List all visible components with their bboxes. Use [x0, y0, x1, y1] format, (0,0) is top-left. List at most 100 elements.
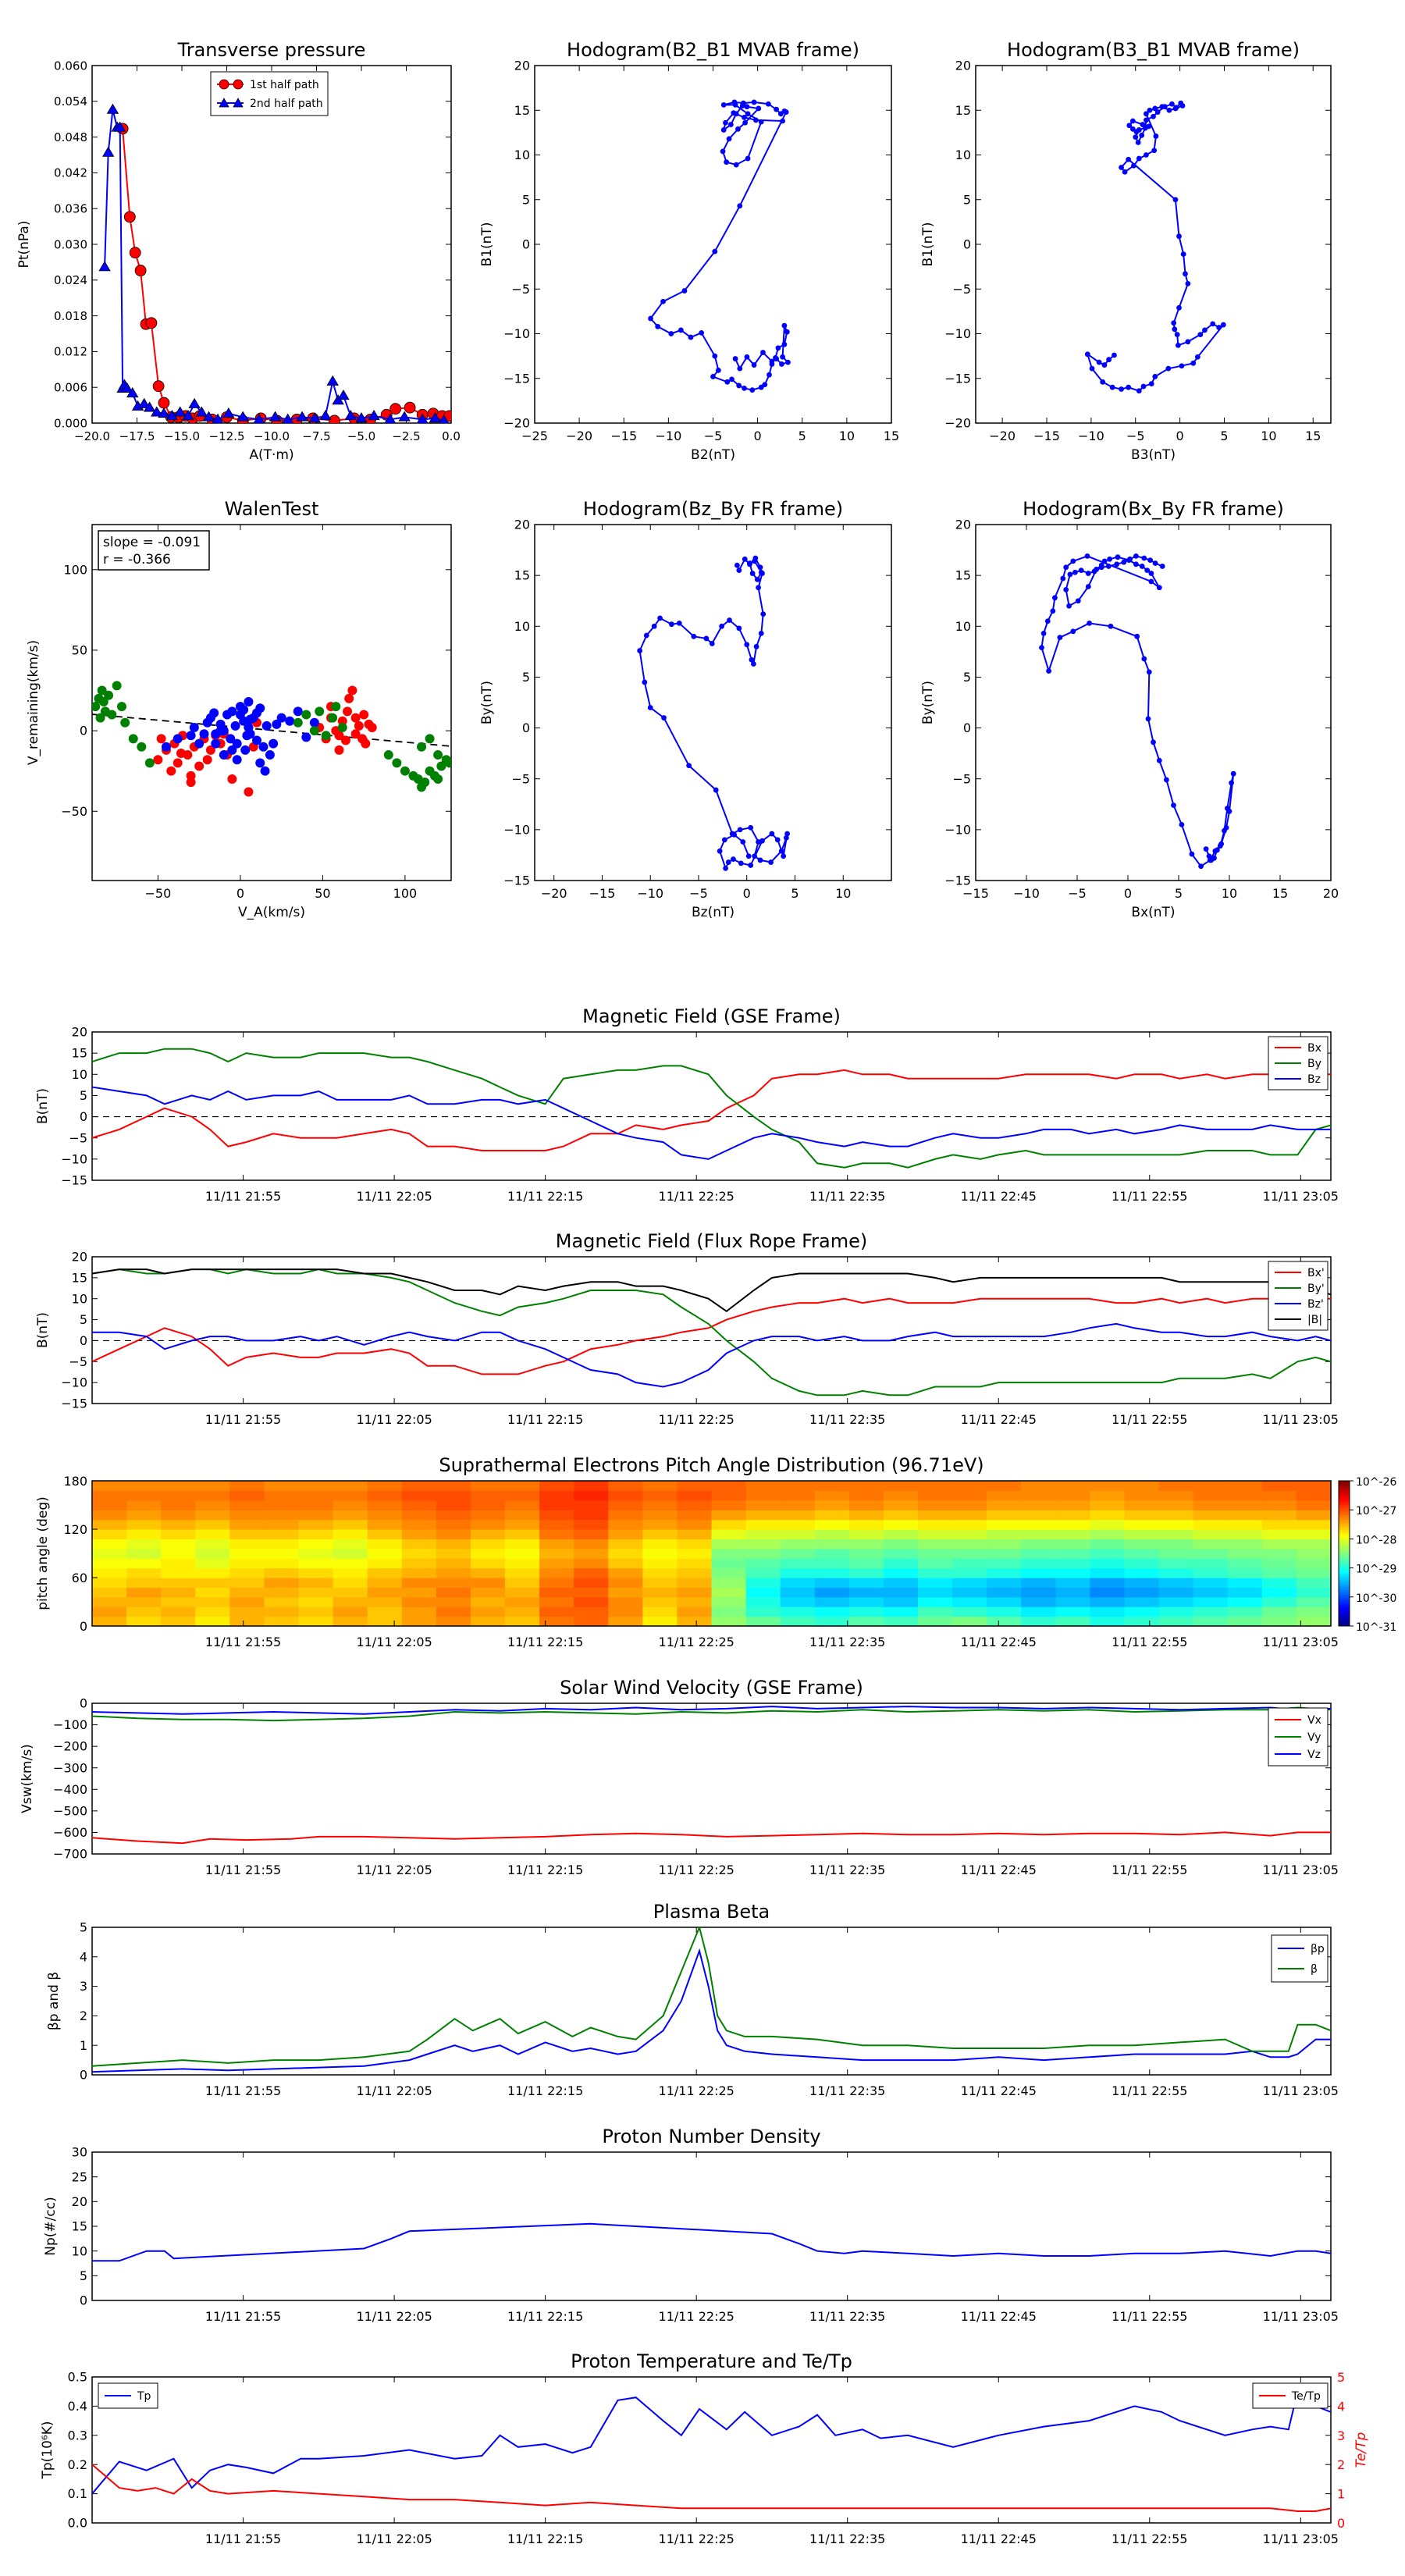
y-tick-label: 15 — [72, 2219, 87, 2234]
data-point — [232, 738, 242, 749]
chart-10: Plasma Beta 0 1 2 3 4 5 11/11 21:55 11/11 22:05 1… — [46, 1901, 1339, 2098]
heatmap-cell — [1021, 1596, 1056, 1607]
x-tick-label: −20 — [989, 429, 1016, 443]
heatmap-cell — [711, 1490, 747, 1501]
data-point — [784, 329, 790, 335]
colorbar-segment — [1339, 1497, 1350, 1501]
colorbar-segment — [1339, 1517, 1350, 1521]
data-point — [723, 119, 728, 126]
heatmap-cell — [470, 1481, 506, 1491]
heatmap-cell — [677, 1539, 713, 1550]
colorbar-segment — [1339, 1589, 1350, 1593]
y-tick-label: 0.054 — [54, 94, 87, 109]
heatmap-cell — [814, 1539, 850, 1550]
data-point — [315, 706, 325, 717]
heatmap-cell — [987, 1596, 1022, 1607]
heatmap-cell — [642, 1510, 678, 1521]
data-point — [1144, 568, 1151, 574]
heatmap-cell — [848, 1529, 884, 1539]
data-point — [1225, 806, 1230, 811]
heatmap-cell — [780, 1587, 816, 1598]
heatmap-cell — [987, 1558, 1022, 1569]
y-tick-label: −500 — [53, 1803, 87, 1818]
heatmap-cell — [883, 1548, 919, 1559]
stats-box — [98, 530, 210, 571]
data-point — [1098, 562, 1104, 568]
heatmap-cell — [436, 1490, 471, 1501]
data-point — [1210, 321, 1216, 327]
x-tick-label: 11/11 23:05 — [1263, 1635, 1339, 1649]
heatmap-cell — [436, 1558, 471, 1569]
heatmap-cell — [952, 1510, 987, 1521]
y-axis-label: Pt(nPa) — [16, 221, 32, 269]
heatmap-cell — [780, 1558, 816, 1569]
data-point — [1183, 271, 1188, 277]
plot-frame — [975, 65, 1332, 424]
legend-label: Bx — [1307, 1042, 1321, 1055]
x-tick-label: 0 — [237, 886, 244, 901]
chart-0: Transverse pressure 0.000 0.006 0.012 0.018 0… — [16, 39, 461, 463]
series-line-vz — [92, 1706, 1331, 1715]
heatmap-cell — [608, 1519, 643, 1530]
heatmap-cell — [126, 1548, 162, 1559]
heatmap-cell — [229, 1606, 265, 1617]
y-tick-label: −10 — [944, 822, 971, 837]
data-point — [1067, 571, 1073, 578]
heatmap-cell — [780, 1616, 816, 1627]
data-point — [734, 562, 740, 568]
colorbar-segment — [1339, 1618, 1350, 1622]
data-point — [710, 374, 716, 379]
data-point — [655, 323, 661, 329]
heatmap-cell — [1296, 1567, 1332, 1578]
heatmap-cell — [126, 1500, 162, 1510]
data-point — [1144, 152, 1149, 158]
data-point — [715, 368, 721, 373]
data-point — [355, 412, 368, 423]
heatmap-cell — [1158, 1606, 1194, 1617]
heatmap-cell — [677, 1510, 713, 1521]
y-tick-label: −10 — [503, 822, 530, 837]
data-point — [1126, 156, 1132, 162]
y-tick-label: 15 — [514, 103, 530, 118]
data-point — [350, 713, 361, 723]
data-point — [104, 690, 114, 700]
heatmap-cell — [711, 1539, 747, 1550]
data-point — [1050, 608, 1056, 614]
data-point — [745, 155, 751, 162]
y-axis-label: B(nT) — [35, 1088, 51, 1124]
data-point — [199, 729, 209, 739]
heatmap-cell — [987, 1510, 1022, 1521]
x-tick-label: 11/11 22:35 — [809, 2309, 885, 2324]
y-tick-label: 10 — [955, 148, 971, 162]
x-tick-label: 0 — [754, 429, 762, 443]
x-tick-label: 10 — [1222, 886, 1237, 901]
heatmap-cell — [608, 1616, 643, 1627]
heatmap-cell — [229, 1510, 265, 1521]
heatmap-cell — [1124, 1500, 1160, 1510]
heatmap-cell — [1193, 1606, 1229, 1617]
colorbar-segment — [1339, 1483, 1350, 1486]
y-tick-label: −20 — [944, 416, 971, 431]
x-tick-label: 11/11 22:05 — [356, 2309, 432, 2324]
heatmap-cell — [333, 1567, 368, 1578]
heatmap-cell — [333, 1500, 368, 1510]
heatmap-cell — [1158, 1519, 1194, 1530]
data-point — [781, 322, 788, 329]
y-tick-label: 5 — [80, 1312, 87, 1327]
colorbar-segment — [1339, 1606, 1350, 1610]
heatmap-cell — [264, 1548, 300, 1559]
x-tick-label: 11/11 21:55 — [205, 1189, 281, 1204]
x-tick-label: 10 — [1261, 429, 1276, 443]
data-point — [113, 121, 126, 132]
chart-title: Hodogram(B3_B1 MVAB frame) — [1007, 39, 1300, 61]
data-point — [186, 770, 196, 781]
heatmap-cell — [1090, 1529, 1126, 1539]
heatmap-cell — [677, 1548, 713, 1559]
data-point — [106, 103, 119, 114]
heatmap-cell — [574, 1481, 609, 1491]
heatmap-cell — [264, 1596, 300, 1607]
heatmap-cell — [1090, 1481, 1126, 1491]
data-point — [1153, 133, 1159, 139]
y-tick-label: 0.024 — [54, 273, 87, 287]
data-point — [688, 334, 694, 340]
